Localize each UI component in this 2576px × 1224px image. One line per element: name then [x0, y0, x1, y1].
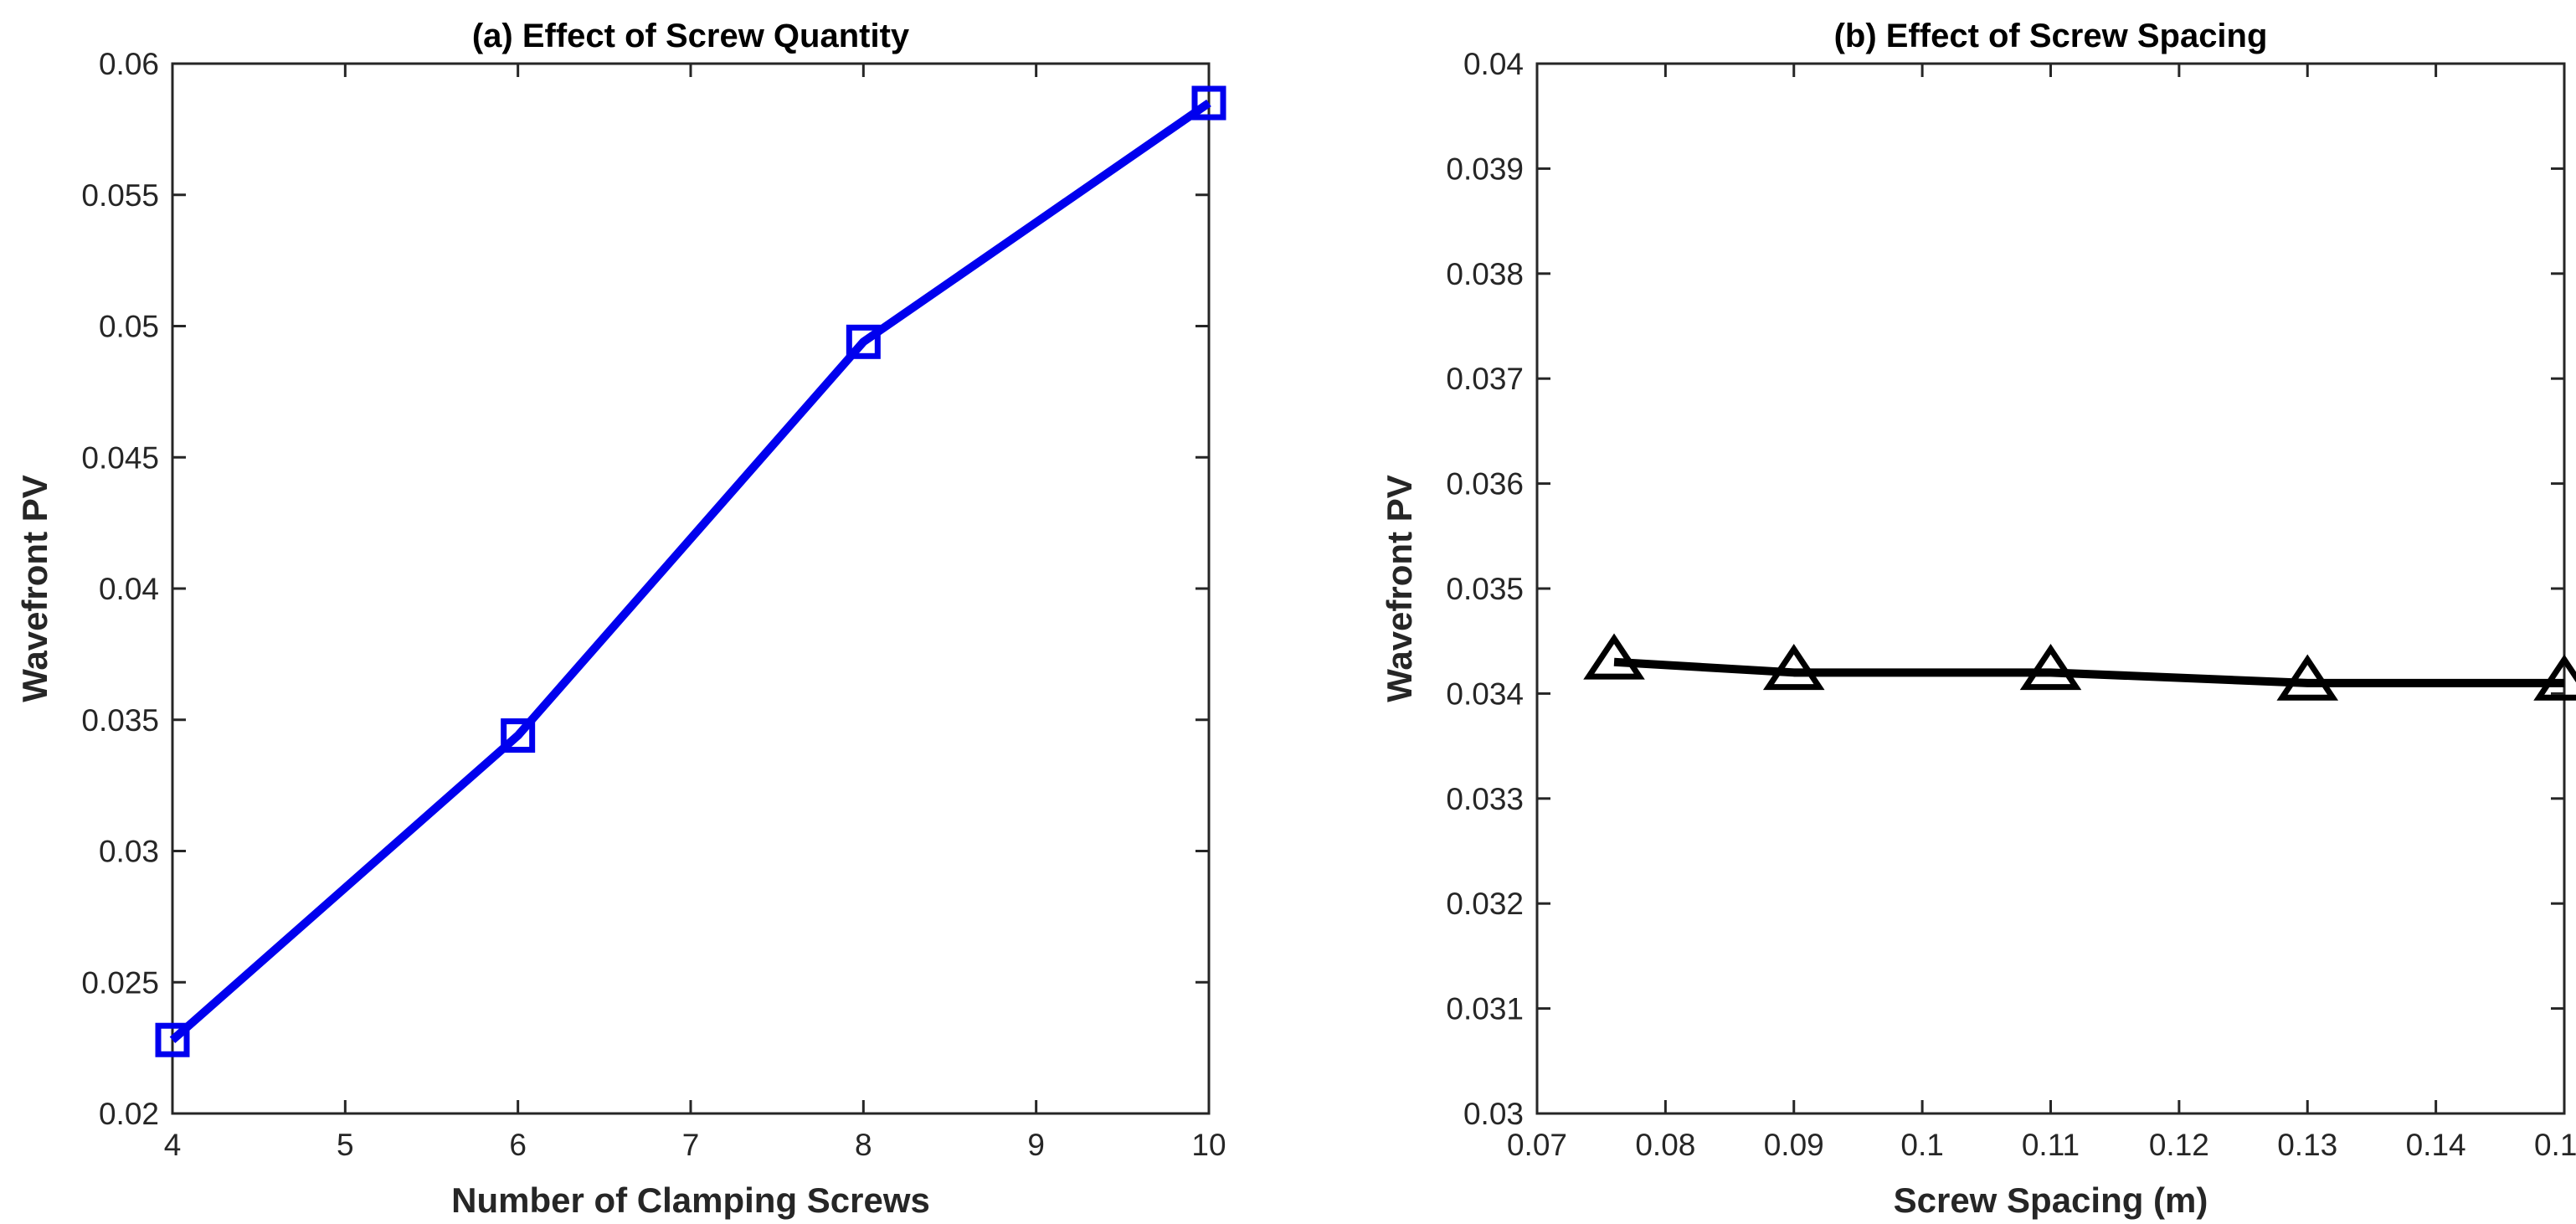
y-tick-label: 0.034 — [1446, 676, 1524, 711]
data-point-triangle — [2533, 654, 2576, 701]
x-tick-label: 8 — [855, 1128, 872, 1162]
y-tick-label: 0.035 — [1446, 572, 1524, 606]
y-tick-label: 0.03 — [1463, 1097, 1524, 1131]
y-tick-label: 0.02 — [99, 1097, 159, 1131]
y-tick-label: 0.04 — [99, 572, 159, 606]
series-line — [1613, 657, 2564, 687]
y-tick-label: 0.035 — [81, 703, 159, 738]
x-tick-label: 0.14 — [2406, 1128, 2466, 1162]
data-point-triangle — [1762, 644, 1825, 691]
plot-area — [171, 62, 1211, 1115]
y-tick-label: 0.031 — [1446, 992, 1524, 1026]
x-axis-title: Screw Spacing (m) — [1894, 1180, 2208, 1220]
x-tick-label: 0.07 — [1507, 1128, 1567, 1162]
y-tick-label: 0.039 — [1446, 152, 1524, 186]
x-tick-label: 9 — [1027, 1128, 1045, 1162]
data-point-triangle — [2019, 644, 2082, 691]
x-tick-label: 6 — [509, 1128, 527, 1162]
x-axis-title: Number of Clamping Screws — [451, 1180, 930, 1220]
y-tick-label: 0.05 — [99, 310, 159, 344]
chart-title: (b) Effect of Screw Spacing — [1834, 18, 2268, 54]
data-point-triangle — [2276, 654, 2339, 701]
y-axis-title: Wavefront PV — [15, 475, 54, 702]
data-point-square — [846, 324, 881, 359]
chart-a: 4 5 6 7 8 9 10 0.02 0.025 0.03 0.035 0.04 0.045 0.05 0… — [15, 18, 1226, 1220]
x-tick-label: 4 — [164, 1128, 182, 1162]
data-point-square — [501, 718, 536, 753]
y-tick-label: 0.055 — [81, 178, 159, 213]
y-tick-label: 0.03 — [99, 835, 159, 869]
x-tick-label: 0.15 — [2534, 1128, 2576, 1162]
series-line — [169, 99, 1211, 1043]
y-tick-label: 0.045 — [81, 440, 159, 475]
x-tick-label: 0.12 — [2149, 1128, 2209, 1162]
data-point-square — [1191, 85, 1226, 121]
y-tick-label: 0.04 — [1463, 47, 1524, 81]
chart-b: 0.07 0.08 0.09 0.1 0.11 0.12 0.13 0.14 0.15 0.03 0… — [1380, 18, 2576, 1220]
y-tick-label: 0.06 — [99, 47, 159, 81]
x-tick-label: 10 — [1191, 1128, 1226, 1162]
data-point-square — [155, 1022, 190, 1057]
x-tick-label: 0.1 — [1900, 1128, 1943, 1162]
plot-area — [1535, 62, 2566, 1115]
y-tick-label: 0.038 — [1446, 257, 1524, 291]
x-tick-label: 0.11 — [2022, 1128, 2080, 1162]
y-tick-label: 0.032 — [1446, 887, 1524, 921]
y-tick-label: 0.037 — [1446, 362, 1524, 396]
x-tick-label: 0.13 — [2277, 1128, 2337, 1162]
data-point-triangle — [1583, 633, 1645, 680]
x-tick-label: 5 — [337, 1128, 354, 1162]
y-tick-label: 0.033 — [1446, 782, 1524, 816]
x-tick-label: 0.09 — [1764, 1128, 1824, 1162]
x-tick-label: 0.08 — [1635, 1128, 1695, 1162]
chart-title: (a) Effect of Screw Quantity — [472, 18, 910, 54]
y-tick-label: 0.036 — [1446, 467, 1524, 501]
y-axis-title: Wavefront PV — [1380, 475, 1419, 702]
y-tick-label: 0.025 — [81, 965, 159, 1000]
x-tick-label: 7 — [682, 1128, 700, 1162]
